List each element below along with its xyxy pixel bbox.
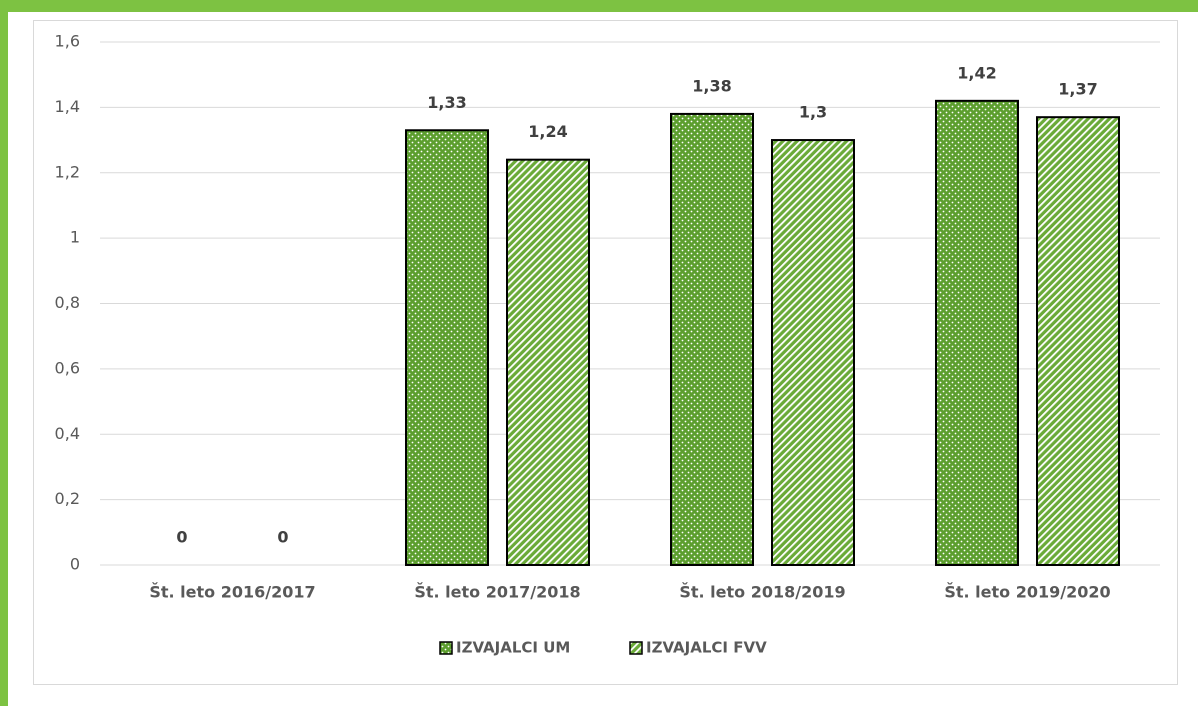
y-tick-label: 0,4 [55,424,80,443]
data-label: 1,38 [692,76,731,95]
data-label: 1,24 [528,122,567,141]
legend-label: IZVAJALCI UM [456,639,570,657]
top-border [0,0,1198,12]
data-label: 1,3 [799,103,827,122]
x-tick-label: Št. leto 2016/2017 [149,583,315,602]
data-label: 0 [277,528,288,547]
y-tick-label: 0,8 [55,293,80,312]
bar [1036,116,1120,567]
y-tick-label: 0 [70,555,80,574]
bar [506,158,590,567]
legend-swatch [439,641,453,655]
legend-swatch [629,641,643,655]
legend-label: IZVAJALCI FVV [646,639,767,657]
y-tick-label: 1,2 [55,162,80,181]
bar [670,112,754,566]
y-tick-label: 1 [70,228,80,247]
bar [935,99,1019,567]
left-border [0,0,8,706]
data-label: 1,37 [1058,80,1097,99]
data-label: 0 [176,528,187,547]
data-label: 1,33 [427,93,466,112]
x-tick-label: Št. leto 2017/2018 [414,583,580,602]
bar [405,129,489,566]
y-tick-label: 1,4 [55,97,80,116]
y-tick-label: 0,6 [55,358,80,377]
bar [771,139,855,566]
y-tick-label: 1,6 [55,32,80,51]
y-tick-label: 0,2 [55,489,80,508]
data-label: 1,42 [957,63,996,82]
x-tick-label: Št. leto 2019/2020 [944,583,1110,602]
x-tick-label: Št. leto 2018/2019 [679,583,845,602]
